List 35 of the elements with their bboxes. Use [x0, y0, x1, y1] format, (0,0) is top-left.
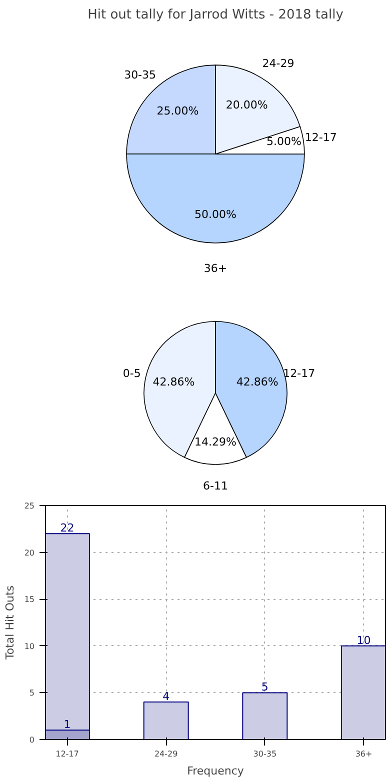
- data-label: 50.00%: [194, 208, 236, 222]
- y-tick-label: 10: [24, 642, 35, 651]
- slice-label: 30-35: [124, 68, 156, 82]
- bar: [242, 692, 288, 740]
- data-label: 5.00%: [266, 135, 302, 148]
- slice-label: 6-11: [203, 479, 228, 492]
- data-label: 4: [162, 690, 170, 704]
- slice-label: 12-17: [283, 367, 316, 380]
- bar: [143, 702, 189, 740]
- x-tick-label: 36+: [355, 750, 372, 758]
- slice-label: 12-17: [304, 130, 337, 144]
- data-label: 42.86%: [152, 376, 195, 389]
- data-label: 1: [64, 718, 71, 732]
- slice-label: 0-5: [122, 367, 141, 380]
- y-tick-label: 0: [29, 736, 35, 744]
- data-label: 22: [60, 522, 74, 535]
- data-label: 14.29%: [194, 436, 236, 449]
- slice-label: 24-29: [262, 56, 294, 70]
- x-tick-label: 12-17: [56, 750, 79, 758]
- data-label: 25.00%: [156, 104, 199, 118]
- data-label: 5: [261, 680, 268, 694]
- x-tick-label: 24-29: [154, 750, 178, 758]
- y-axis-title: Total Hit Outs: [3, 585, 16, 660]
- bar: [341, 645, 386, 740]
- x-axis-title: Frequency: [187, 764, 244, 778]
- y-tick-label: 5: [29, 688, 35, 698]
- data-label: 10: [356, 634, 371, 647]
- data-label: 20.00%: [226, 98, 268, 112]
- chart-title: Hit out tally for Jarrod Witts - 2018 tally: [88, 8, 344, 22]
- y-tick-label: 15: [24, 595, 35, 604]
- data-label: 42.86%: [236, 376, 278, 389]
- x-tick-label: 30-35: [253, 750, 277, 758]
- y-tick-label: 20: [24, 548, 35, 558]
- slice-label: 36+: [204, 262, 228, 275]
- y-tick-label: 25: [24, 502, 35, 510]
